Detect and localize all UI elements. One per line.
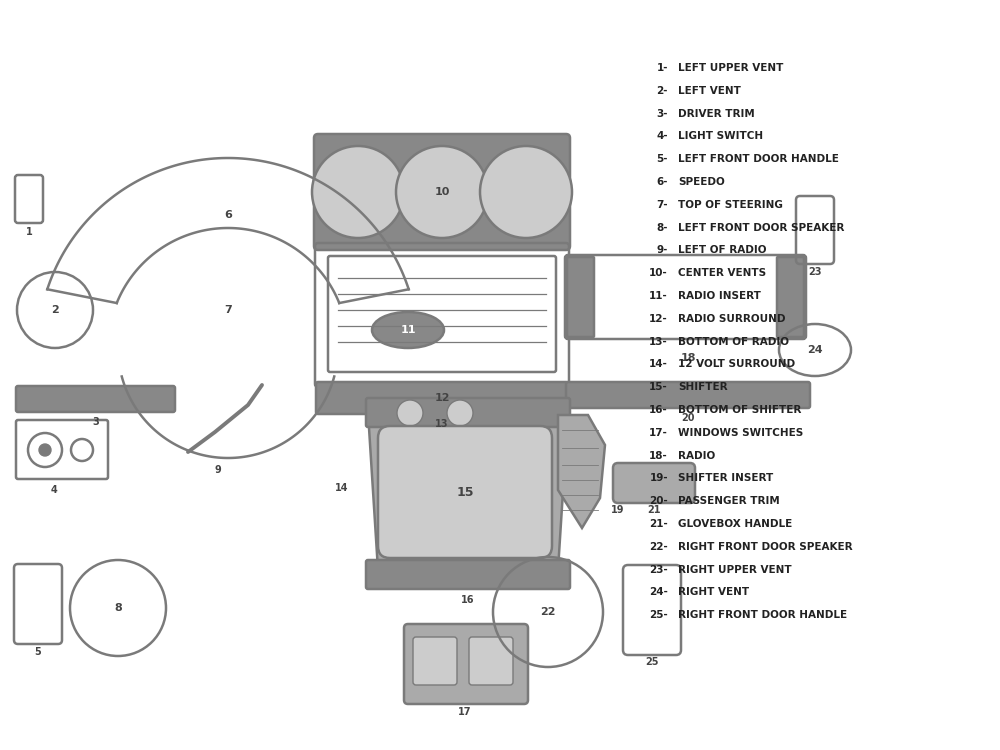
Text: 1: 1 xyxy=(26,227,32,237)
Text: 6-: 6- xyxy=(656,177,668,187)
Circle shape xyxy=(480,146,572,238)
FancyBboxPatch shape xyxy=(566,382,810,408)
FancyBboxPatch shape xyxy=(378,426,552,558)
Text: 10: 10 xyxy=(434,187,450,197)
Text: DRIVER TRIM: DRIVER TRIM xyxy=(678,109,755,118)
Text: 4-: 4- xyxy=(656,131,668,142)
Text: LEFT UPPER VENT: LEFT UPPER VENT xyxy=(678,63,783,73)
Text: 7: 7 xyxy=(224,305,232,315)
Text: 23: 23 xyxy=(808,267,822,277)
Text: 23-: 23- xyxy=(649,565,668,574)
Text: 21: 21 xyxy=(647,505,661,515)
Text: 9: 9 xyxy=(215,465,221,475)
Text: 12: 12 xyxy=(434,393,450,403)
Text: 15-: 15- xyxy=(649,382,668,392)
Text: 2: 2 xyxy=(51,305,59,315)
Text: BOTTOM OF SHIFTER: BOTTOM OF SHIFTER xyxy=(678,405,801,415)
Text: 17: 17 xyxy=(458,707,472,717)
Text: LIGHT SWITCH: LIGHT SWITCH xyxy=(678,131,763,142)
Text: 16: 16 xyxy=(461,595,475,605)
Text: 14: 14 xyxy=(335,483,349,493)
Text: 8: 8 xyxy=(114,603,122,613)
Text: 14-: 14- xyxy=(649,359,668,370)
Text: CENTER VENTS: CENTER VENTS xyxy=(678,268,766,278)
Text: RADIO SURROUND: RADIO SURROUND xyxy=(678,314,786,324)
Text: 25: 25 xyxy=(645,657,659,667)
Text: BOTTOM OF RADIO: BOTTOM OF RADIO xyxy=(678,337,789,346)
FancyBboxPatch shape xyxy=(777,257,804,337)
Text: 20: 20 xyxy=(681,413,695,423)
Text: PASSENGER TRIM: PASSENGER TRIM xyxy=(678,496,780,506)
Text: 22-: 22- xyxy=(649,542,668,552)
Text: 3: 3 xyxy=(93,417,99,427)
Text: 10-: 10- xyxy=(649,268,668,278)
Text: 25-: 25- xyxy=(649,610,668,620)
Text: SPEEDO: SPEEDO xyxy=(678,177,725,187)
Text: SHIFTER INSERT: SHIFTER INSERT xyxy=(678,473,773,484)
Circle shape xyxy=(447,400,473,426)
Text: LEFT FRONT DOOR HANDLE: LEFT FRONT DOOR HANDLE xyxy=(678,154,839,164)
Text: 13: 13 xyxy=(435,419,449,429)
Text: LEFT OF RADIO: LEFT OF RADIO xyxy=(678,245,767,256)
Text: 9-: 9- xyxy=(657,245,668,256)
FancyBboxPatch shape xyxy=(413,637,457,685)
Text: SHIFTER: SHIFTER xyxy=(678,382,728,392)
Text: 8-: 8- xyxy=(656,223,668,232)
Text: 3-: 3- xyxy=(656,109,668,118)
Text: 5: 5 xyxy=(35,647,41,657)
Text: 4: 4 xyxy=(51,485,57,495)
FancyBboxPatch shape xyxy=(366,560,570,589)
Polygon shape xyxy=(558,415,605,528)
FancyBboxPatch shape xyxy=(567,257,594,337)
Text: 11: 11 xyxy=(400,325,416,335)
Circle shape xyxy=(397,400,423,426)
Text: RIGHT FRONT DOOR SPEAKER: RIGHT FRONT DOOR SPEAKER xyxy=(678,542,853,552)
Text: LEFT FRONT DOOR SPEAKER: LEFT FRONT DOOR SPEAKER xyxy=(678,223,844,232)
Text: 21-: 21- xyxy=(649,519,668,529)
Text: RIGHT UPPER VENT: RIGHT UPPER VENT xyxy=(678,565,792,574)
Text: RIGHT VENT: RIGHT VENT xyxy=(678,587,749,598)
FancyBboxPatch shape xyxy=(404,624,528,704)
Text: 17-: 17- xyxy=(649,427,668,438)
Text: LEFT VENT: LEFT VENT xyxy=(678,86,741,96)
Text: RADIO: RADIO xyxy=(678,451,715,460)
Text: 6: 6 xyxy=(224,210,232,220)
Text: 1-: 1- xyxy=(656,63,668,73)
Text: 24-: 24- xyxy=(649,587,668,598)
Text: 13-: 13- xyxy=(649,337,668,346)
Circle shape xyxy=(396,146,488,238)
Text: 12 VOLT SURROUND: 12 VOLT SURROUND xyxy=(678,359,795,370)
Text: 20-: 20- xyxy=(649,496,668,506)
Text: 19: 19 xyxy=(611,505,625,515)
Text: RADIO INSERT: RADIO INSERT xyxy=(678,291,761,301)
FancyBboxPatch shape xyxy=(16,386,175,412)
Polygon shape xyxy=(368,412,568,570)
Text: 5-: 5- xyxy=(656,154,668,164)
Text: 7-: 7- xyxy=(656,200,668,210)
Text: GLOVEBOX HANDLE: GLOVEBOX HANDLE xyxy=(678,519,792,529)
Text: 18-: 18- xyxy=(649,451,668,460)
Text: 12-: 12- xyxy=(649,314,668,324)
Text: TOP OF STEERING: TOP OF STEERING xyxy=(678,200,783,210)
Text: 2-: 2- xyxy=(656,86,668,96)
Text: 19-: 19- xyxy=(649,473,668,484)
FancyBboxPatch shape xyxy=(613,463,695,503)
Text: 15: 15 xyxy=(456,485,474,499)
Circle shape xyxy=(39,444,51,456)
FancyBboxPatch shape xyxy=(469,637,513,685)
Text: 18: 18 xyxy=(680,353,696,363)
Ellipse shape xyxy=(372,312,444,348)
FancyBboxPatch shape xyxy=(314,134,570,250)
Text: 22: 22 xyxy=(540,607,556,617)
Text: 24: 24 xyxy=(807,345,823,355)
FancyBboxPatch shape xyxy=(366,398,570,427)
Circle shape xyxy=(312,146,404,238)
Text: RIGHT FRONT DOOR HANDLE: RIGHT FRONT DOOR HANDLE xyxy=(678,610,847,620)
Text: 16-: 16- xyxy=(649,405,668,415)
FancyBboxPatch shape xyxy=(316,382,568,414)
Text: 11-: 11- xyxy=(649,291,668,301)
Text: WINDOWS SWITCHES: WINDOWS SWITCHES xyxy=(678,427,803,438)
